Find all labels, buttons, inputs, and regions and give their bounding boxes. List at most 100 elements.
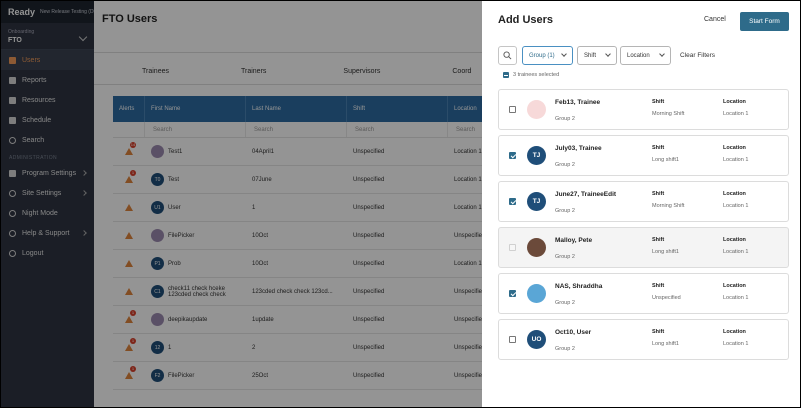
first-name-search-input[interactable]: Search xyxy=(145,122,246,137)
trainee-checkbox[interactable] xyxy=(509,198,516,205)
column-search-row: Search Search Search Search xyxy=(113,122,513,138)
tab-trainers[interactable]: Trainers xyxy=(240,68,267,75)
alert-triangle-icon[interactable]: 1 xyxy=(125,366,136,379)
table-row[interactable]: FilePicker 10Oct Unspecified Unspecified xyxy=(113,222,513,250)
table-row[interactable]: 1 deepikaupdate 1update Unspecified Unspecif… xyxy=(113,306,513,334)
chart-icon xyxy=(9,76,16,84)
location-cell: Unspecified xyxy=(454,316,486,323)
shift-filter-label: Shift xyxy=(584,52,597,59)
start-form-button[interactable]: Start Form xyxy=(740,12,789,31)
alert-triangle-icon[interactable]: 1 xyxy=(125,310,136,323)
alert-count-badge: 1 xyxy=(130,170,136,176)
sidebar-item-reports[interactable]: Reports xyxy=(1,70,94,90)
location-cell: Location 1 xyxy=(454,148,482,155)
shift-cell: Unspecified xyxy=(353,232,385,239)
group-filter-dropdown[interactable]: Group (1) xyxy=(522,46,573,65)
modal-overlay[interactable] xyxy=(1,1,482,407)
page-title: FTO Users xyxy=(102,13,158,25)
shift-label: Shift xyxy=(652,237,665,243)
selected-count-text: 3 trainees selected xyxy=(513,72,560,78)
column-header-first-name[interactable]: First Name xyxy=(145,96,246,122)
alert-triangle-icon[interactable] xyxy=(125,288,133,295)
alert-triangle-icon[interactable]: 1 xyxy=(125,338,136,351)
sidebar-item-program-settings[interactable]: Program Settings xyxy=(1,163,94,183)
alert-triangle-icon[interactable] xyxy=(125,232,133,239)
table-row[interactable]: 1 T0 Test 07June Unspecified Location 1 xyxy=(113,166,513,194)
location-value: Location 1 xyxy=(723,249,749,255)
gear-icon xyxy=(9,189,16,197)
alert-count-badge: 1 xyxy=(130,366,136,372)
sidebar-item-label: Night Mode xyxy=(22,209,58,217)
alert-triangle-icon[interactable] xyxy=(125,204,133,211)
trainee-checkbox[interactable] xyxy=(509,290,516,297)
trainee-name: Oct10, User xyxy=(555,329,592,336)
trainee-checkbox[interactable] xyxy=(509,106,516,113)
trainee-card[interactable]: TJ June27, TraineeEdit Group 2 Shift Morning… xyxy=(498,181,789,222)
last-name-cell: 07June xyxy=(252,176,272,183)
trainee-card[interactable]: UO Oct10, User Group 2 Shift Long shift1 Loca… xyxy=(498,319,789,360)
sidebar-item-help-support[interactable]: Help & Support xyxy=(1,223,94,243)
alert-triangle-icon[interactable]: 1 xyxy=(125,170,136,183)
last-name-search-input[interactable]: Search xyxy=(246,122,347,137)
table-row[interactable]: U1 User 1 Unspecified Location 1 xyxy=(113,194,513,222)
trainee-card[interactable]: Feb13, Trainee Group 2 Shift Morning Shift L… xyxy=(498,89,789,130)
avatar-photo xyxy=(527,238,546,257)
shift-value: Long shift1 xyxy=(652,157,679,163)
shift-label: Shift xyxy=(652,191,665,197)
search-icon xyxy=(503,51,512,60)
location-label: Location xyxy=(723,191,746,197)
location-cell: Unspecified xyxy=(454,344,486,351)
shift-cell: Unspecified xyxy=(353,260,385,267)
search-button[interactable] xyxy=(498,46,517,65)
table-row[interactable]: C1 check11 check hceke 123cded check chec… xyxy=(113,278,513,306)
alert-cell: 1 xyxy=(113,362,145,390)
trainee-card[interactable]: NAS, Shraddha Group 2 Shift Unspecified Loca… xyxy=(498,273,789,314)
alert-cell: 1 xyxy=(113,306,145,334)
org-value: FTO xyxy=(8,37,22,44)
sidebar-item-resources[interactable]: Resources xyxy=(1,90,94,110)
tab-supervisors[interactable]: Supervisors xyxy=(343,68,381,75)
trainee-group: Group 2 xyxy=(555,208,575,214)
shift-search-input[interactable]: Search xyxy=(347,122,448,137)
sidebar-item-search[interactable]: Search xyxy=(1,130,94,150)
location-filter-label: Location xyxy=(627,52,650,59)
sidebar-item-label: Logout xyxy=(22,249,44,257)
alert-cell xyxy=(113,250,145,278)
location-value: Location 1 xyxy=(723,203,749,209)
clear-filters-link[interactable]: Clear Filters xyxy=(680,52,716,59)
alert-triangle-icon[interactable]: 14 xyxy=(125,142,136,155)
last-name-cell: 1update xyxy=(252,316,274,323)
table-row[interactable]: 1 F2 FilePicker 25Oct Unspecified Unspecified xyxy=(113,362,513,390)
trainee-checkbox[interactable] xyxy=(509,152,516,159)
first-name-cell: FilePicker xyxy=(145,222,246,250)
sidebar-item-schedule[interactable]: Schedule xyxy=(1,110,94,130)
location-filter-dropdown[interactable]: Location xyxy=(620,46,671,65)
sidebar-item-users[interactable]: Users xyxy=(1,50,94,70)
column-header-last-name[interactable]: Last Name xyxy=(246,96,347,122)
sidebar-item-night-mode[interactable]: Night Mode xyxy=(1,203,94,223)
avatar-photo xyxy=(527,100,546,119)
sidebar-item-site-settings[interactable]: Site Settings xyxy=(1,183,94,203)
avatar: UO xyxy=(527,330,546,349)
alert-cell xyxy=(113,222,145,250)
tab-trainees[interactable]: Trainees xyxy=(142,68,169,75)
sidebar-item-logout[interactable]: Logout xyxy=(1,243,94,263)
trainee-checkbox[interactable] xyxy=(509,336,516,343)
column-header-shift[interactable]: Shift xyxy=(347,96,448,122)
shift-label: Shift xyxy=(652,329,665,335)
table-row[interactable]: 1 12 1 2 Unspecified Unspecified xyxy=(113,334,513,362)
alert-triangle-icon[interactable] xyxy=(125,260,133,267)
avatar: 12 xyxy=(151,341,164,354)
select-all-checkbox[interactable] xyxy=(503,72,509,78)
table-row[interactable]: 14 Test1 04April1 Unspecified Location 1 xyxy=(113,138,513,166)
trainee-card[interactable]: TJ July03, Trainee Group 2 Shift Long shift1… xyxy=(498,135,789,176)
cancel-button[interactable]: Cancel xyxy=(704,16,726,23)
shift-filter-dropdown[interactable]: Shift xyxy=(577,46,617,65)
column-header-alerts[interactable]: Alerts xyxy=(113,96,145,122)
first-name-text: 1 xyxy=(168,344,172,351)
org-switcher[interactable]: Onboarding FTO xyxy=(1,23,94,50)
sidebar-item-label: Schedule xyxy=(22,116,52,124)
tab-coordinators[interactable]: Coord xyxy=(452,68,472,75)
app-name: Ready xyxy=(8,7,36,17)
table-row[interactable]: P1 Prob 10Oct Unspecified Location 1 xyxy=(113,250,513,278)
